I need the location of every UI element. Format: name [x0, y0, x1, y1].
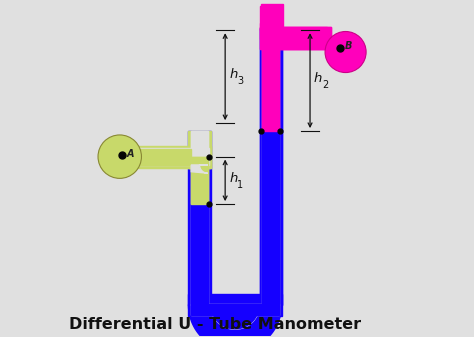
Text: 2: 2	[322, 81, 328, 90]
Text: Differential U - Tube Manometer: Differential U - Tube Manometer	[69, 317, 361, 332]
Polygon shape	[101, 149, 191, 164]
Text: B: B	[345, 41, 352, 51]
Polygon shape	[191, 131, 208, 165]
Polygon shape	[189, 305, 282, 337]
Polygon shape	[189, 294, 282, 316]
Polygon shape	[259, 27, 331, 49]
Polygon shape	[259, 23, 282, 39]
Polygon shape	[262, 28, 279, 305]
Text: h: h	[314, 72, 322, 85]
Circle shape	[98, 135, 141, 178]
Polygon shape	[189, 146, 210, 168]
Polygon shape	[279, 27, 331, 49]
Polygon shape	[191, 304, 279, 315]
Polygon shape	[189, 131, 210, 305]
Polygon shape	[262, 30, 329, 47]
Polygon shape	[262, 131, 279, 305]
Polygon shape	[259, 27, 327, 49]
Polygon shape	[262, 131, 279, 305]
Polygon shape	[191, 204, 208, 305]
Text: 3: 3	[237, 76, 244, 86]
Polygon shape	[259, 28, 282, 305]
Circle shape	[325, 31, 366, 72]
Polygon shape	[262, 30, 329, 47]
Polygon shape	[259, 6, 283, 30]
Polygon shape	[262, 23, 279, 39]
Polygon shape	[262, 28, 279, 131]
Polygon shape	[191, 157, 208, 204]
Text: h: h	[229, 172, 237, 185]
Polygon shape	[191, 157, 208, 204]
Text: h: h	[229, 68, 237, 81]
Polygon shape	[191, 165, 208, 173]
Polygon shape	[262, 28, 279, 131]
Polygon shape	[211, 305, 259, 329]
Polygon shape	[189, 131, 210, 168]
Polygon shape	[101, 146, 210, 168]
Polygon shape	[262, 4, 283, 28]
Text: A: A	[127, 149, 134, 159]
Polygon shape	[210, 305, 259, 329]
Polygon shape	[259, 28, 282, 305]
Polygon shape	[191, 131, 208, 305]
Text: 1: 1	[237, 180, 244, 190]
Polygon shape	[191, 304, 279, 315]
Polygon shape	[101, 148, 209, 165]
